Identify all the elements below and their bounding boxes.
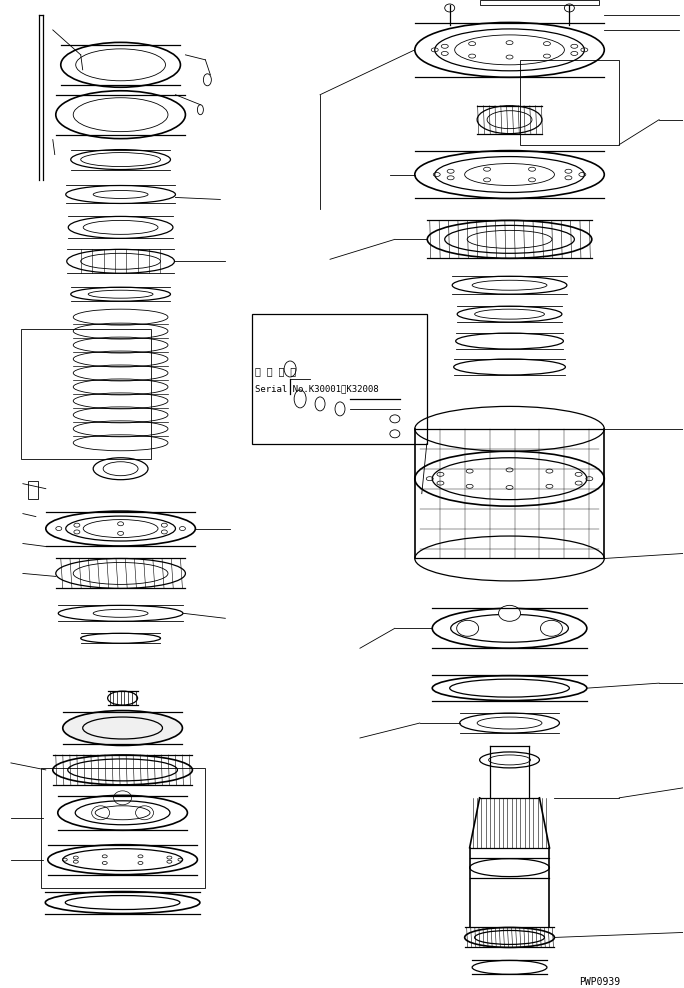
- Ellipse shape: [415, 452, 604, 506]
- Ellipse shape: [415, 150, 604, 199]
- Ellipse shape: [63, 710, 183, 746]
- Ellipse shape: [432, 609, 587, 648]
- Bar: [28, 481, 38, 499]
- Ellipse shape: [540, 620, 562, 636]
- Ellipse shape: [457, 620, 479, 636]
- Text: PWP0939: PWP0939: [579, 977, 620, 987]
- Ellipse shape: [499, 606, 521, 621]
- Bar: [21, 329, 150, 458]
- Bar: [520, 60, 619, 144]
- Bar: [252, 314, 427, 444]
- Text: Serial No.K30001～K32008: Serial No.K30001～K32008: [255, 384, 379, 393]
- Bar: [479, 0, 599, 5]
- Text: 適 用 号 機: 適 用 号 機: [255, 366, 296, 376]
- Bar: [41, 768, 205, 887]
